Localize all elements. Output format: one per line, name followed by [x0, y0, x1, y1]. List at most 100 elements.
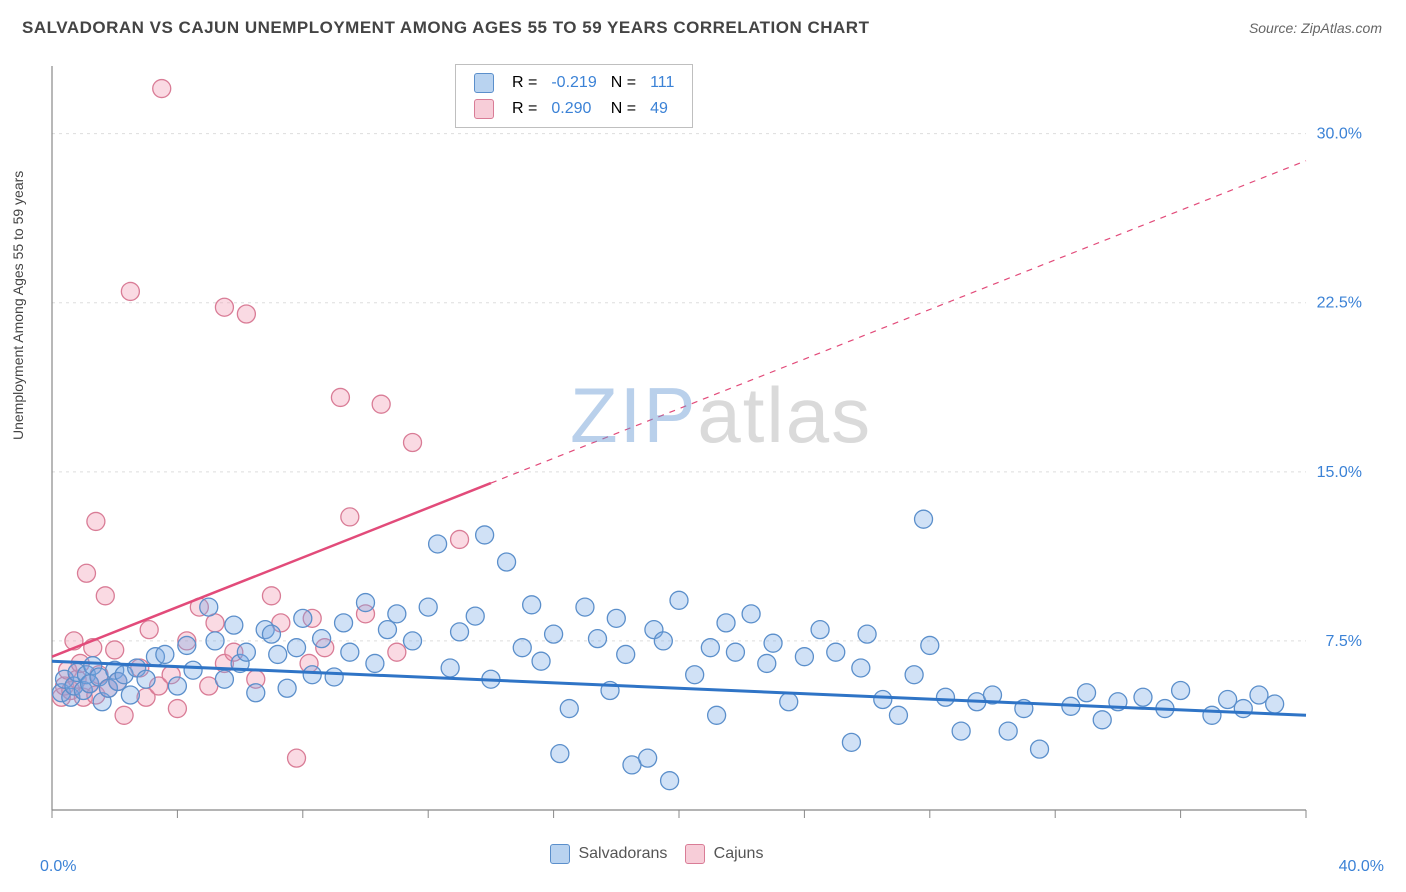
scatter-point [889, 706, 907, 724]
scatter-point [140, 621, 158, 639]
scatter-point [288, 639, 306, 657]
regression-extrapolation-cajuns [491, 161, 1306, 483]
scatter-point [366, 654, 384, 672]
scatter-point [617, 645, 635, 663]
scatter-point [372, 395, 390, 413]
scatter-point [1031, 740, 1049, 758]
scatter-point [758, 654, 776, 672]
scatter-point [532, 652, 550, 670]
scatter-point [686, 666, 704, 684]
chart-title: SALVADORAN VS CAJUN UNEMPLOYMENT AMONG A… [22, 18, 869, 38]
source-attribution: Source: ZipAtlas.com [1249, 20, 1382, 36]
scatter-point [262, 587, 280, 605]
scatter-point [357, 594, 375, 612]
scatter-point [588, 630, 606, 648]
scatter-point [247, 684, 265, 702]
scatter-point [670, 591, 688, 609]
scatter-point [874, 691, 892, 709]
scatter-point [278, 679, 296, 697]
y-axis-label: Unemployment Among Ages 55 to 59 years [10, 171, 26, 440]
scatter-point [200, 598, 218, 616]
y-tick-label: 15.0% [1317, 464, 1362, 481]
scatter-point [1219, 691, 1237, 709]
scatter-point [915, 510, 933, 528]
scatter-point [905, 666, 923, 684]
scatter-point [313, 630, 331, 648]
scatter-point [388, 605, 406, 623]
scatter-point [87, 512, 105, 530]
scatter-point [331, 388, 349, 406]
scatter-point [178, 636, 196, 654]
scatter-point [441, 659, 459, 677]
scatter-point [607, 609, 625, 627]
legend-label-cajuns: Cajuns [714, 845, 764, 862]
scatter-point [121, 282, 139, 300]
swatch-salvadorans [474, 73, 494, 93]
scatter-point [269, 645, 287, 663]
y-tick-label: 22.5% [1317, 295, 1362, 312]
stats-legend-row-cajuns: R =0.290 N =49 [468, 97, 680, 121]
scatter-point [168, 700, 186, 718]
scatter-point [701, 639, 719, 657]
x-axis-start-label: 0.0% [40, 858, 76, 876]
scatter-point [936, 688, 954, 706]
scatter-point [764, 634, 782, 652]
scatter-point [225, 616, 243, 634]
scatter-point [215, 670, 233, 688]
scatter-point [780, 693, 798, 711]
scatter-point [419, 598, 437, 616]
scatter-point [206, 632, 224, 650]
y-tick-label: 7.5% [1326, 633, 1362, 650]
scatter-point [237, 305, 255, 323]
scatter-point [156, 645, 174, 663]
legend-swatch-salvadorans [550, 844, 570, 864]
scatter-point [341, 508, 359, 526]
scatter-point [1266, 695, 1284, 713]
scatter-point [952, 722, 970, 740]
scatter-point [858, 625, 876, 643]
legend-swatch-cajuns [685, 844, 705, 864]
scatter-point [184, 661, 202, 679]
scatter-point [513, 639, 531, 657]
scatter-point [404, 434, 422, 452]
scatter-point [1250, 686, 1268, 704]
scatter-point [451, 530, 469, 548]
scatter-point [717, 614, 735, 632]
scatter-point [121, 686, 139, 704]
scatter-point [999, 722, 1017, 740]
legend-label-salvadorans: Salvadorans [578, 845, 667, 862]
scatter-point [77, 564, 95, 582]
swatch-cajuns [474, 99, 494, 119]
series-legend: Salvadorans Cajuns [550, 844, 763, 864]
scatter-point [378, 621, 396, 639]
scatter-point [388, 643, 406, 661]
scatter-point [404, 632, 422, 650]
scatter-point [215, 298, 233, 316]
scatter-point [1203, 706, 1221, 724]
stats-legend-row-salvadorans: R =-0.219 N =111 [468, 71, 680, 95]
scatter-point [523, 596, 541, 614]
scatter-point [96, 587, 114, 605]
scatter-point [325, 668, 343, 686]
scatter-point [842, 733, 860, 751]
scatter-point [1078, 684, 1096, 702]
scatter-point [811, 621, 829, 639]
scatter-point [115, 706, 133, 724]
scatter-point [429, 535, 447, 553]
scatter-point [262, 625, 280, 643]
scatter-point [451, 623, 469, 641]
scatter-point [708, 706, 726, 724]
scatter-point [921, 636, 939, 654]
scatter-point [335, 614, 353, 632]
scatter-point [1234, 700, 1252, 718]
scatter-point [551, 745, 569, 763]
regression-line-salvadorans [52, 661, 1306, 715]
scatter-point [827, 643, 845, 661]
scatter-point [852, 659, 870, 677]
scatter-point [795, 648, 813, 666]
scatter-point [341, 643, 359, 661]
stats-legend: R =-0.219 N =111 R =0.290 N =49 [455, 64, 693, 128]
scatter-point [545, 625, 563, 643]
scatter-point [742, 605, 760, 623]
scatter-point [560, 700, 578, 718]
